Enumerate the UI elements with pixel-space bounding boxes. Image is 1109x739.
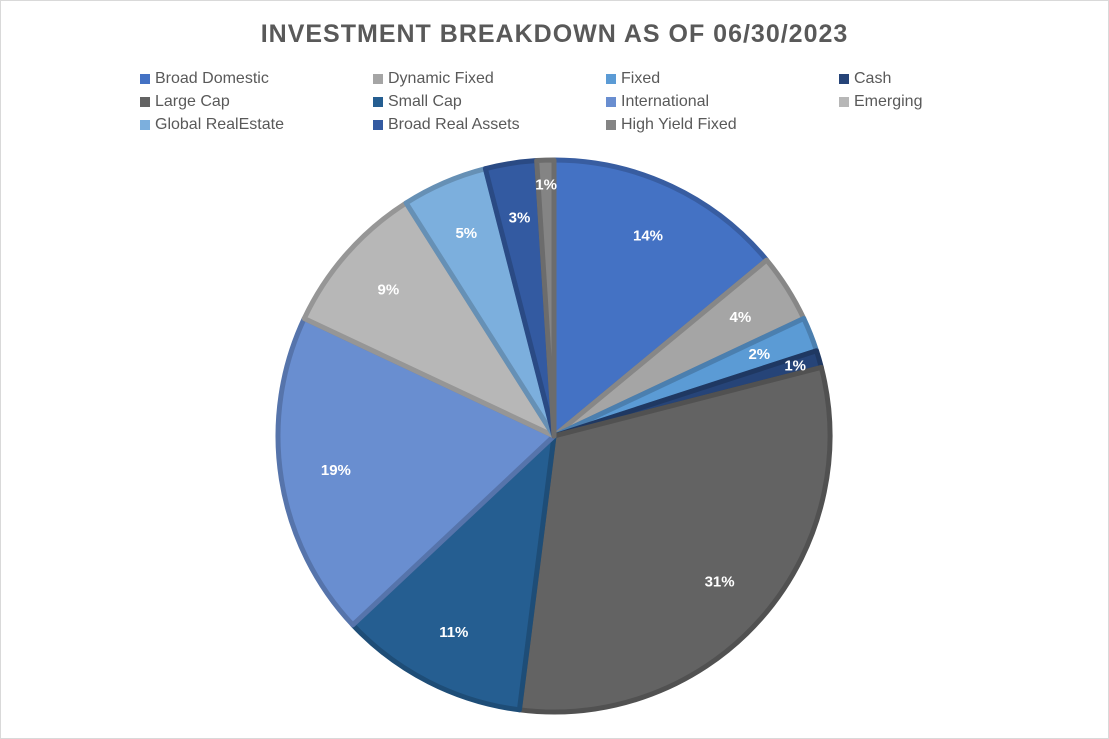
chart-title: INVESTMENT BREAKDOWN AS OF 06/30/2023 (260, 20, 849, 48)
legend-label: High Yield Fixed (621, 115, 737, 133)
legend-item-emerging: Emerging (839, 92, 1072, 111)
legend-swatch (140, 119, 150, 130)
legend-item-small-cap: Small Cap (373, 92, 606, 111)
data-label-dynamic-fixed: 4% (730, 309, 752, 326)
legend-label: Large Cap (155, 92, 230, 110)
data-label-high-yield-fixed: 1% (535, 177, 557, 194)
pie-slice-broad-domestic (551, 157, 770, 439)
pie-slice-large-cap (516, 364, 833, 715)
legend-label: Emerging (854, 92, 923, 110)
legend-item-dynamic-fixed: Dynamic Fixed (373, 69, 606, 88)
legend-label: Global RealEstate (155, 115, 284, 133)
data-label-broad-real-assets: 3% (509, 209, 531, 226)
legend-label: Broad Real Assets (388, 115, 520, 133)
data-label-emerging: 9% (378, 282, 400, 299)
legend-swatch (140, 96, 150, 107)
data-label-broad-domestic: 14% (633, 228, 663, 245)
legend-item-large-cap: Large Cap (140, 92, 373, 111)
data-label-large-cap: 31% (705, 574, 735, 591)
legend: Broad Domestic Dynamic Fixed Fixed Cash Larg… (140, 69, 1080, 134)
data-label-international: 19% (321, 462, 351, 479)
pie-slice-high-yield-fixed (534, 157, 557, 439)
legend-label: Fixed (621, 69, 661, 87)
legend-item-fixed: Fixed (606, 69, 839, 88)
pie-slice-emerging (301, 200, 557, 439)
legend-item-broad-real-assets: Broad Real Assets (373, 115, 606, 134)
legend-swatch (373, 73, 383, 84)
legend-swatch (373, 119, 383, 130)
legend-swatch (606, 73, 616, 84)
legend-swatch (140, 73, 150, 84)
legend-swatch (606, 96, 616, 107)
data-label-cash: 1% (784, 357, 806, 374)
legend-label: Broad Domestic (155, 69, 269, 87)
data-label-fixed: 2% (748, 346, 770, 363)
legend-item-global-realestate: Global RealEstate (140, 115, 373, 134)
legend-swatch (839, 96, 849, 107)
legend-label: International (621, 92, 710, 110)
legend-swatch (373, 96, 383, 107)
legend-item-high-yield-fixed: High Yield Fixed (606, 115, 839, 134)
legend-item-international: International (606, 92, 839, 111)
data-label-small-cap: 11% (439, 624, 468, 641)
pie-slice-international (275, 315, 557, 628)
legend-swatch (839, 73, 849, 84)
data-label-global-realestate: 5% (455, 225, 477, 242)
legend-label: Cash (854, 69, 892, 87)
legend-label: Dynamic Fixed (388, 69, 494, 87)
legend-item-cash: Cash (839, 69, 1072, 88)
pie-slice-small-cap (350, 433, 557, 713)
legend-item-broad-domestic: Broad Domestic (140, 69, 373, 88)
legend-swatch (606, 119, 616, 130)
legend-label: Small Cap (388, 92, 462, 110)
